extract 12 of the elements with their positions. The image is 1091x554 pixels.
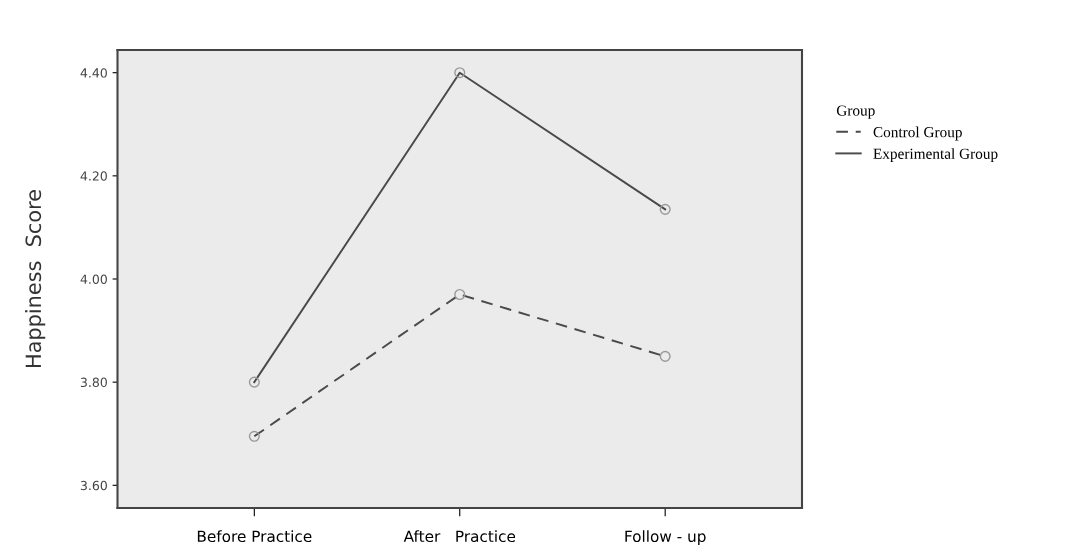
- y-tick-label: 3.80: [80, 377, 107, 388]
- legend-title: Group: [836, 105, 875, 119]
- y-tick-label: 3.60: [80, 480, 107, 491]
- y-axis-title: Happiness Score: [25, 190, 46, 367]
- x-tick-label: After Practice: [403, 530, 516, 543]
- x-tick-label: Follow - up: [625, 530, 706, 546]
- legend-label: Experimental Group: [873, 148, 998, 162]
- y-tick-label: 4.20: [80, 171, 107, 181]
- y-tick-label: 4.00: [80, 274, 107, 284]
- legend-label: Control Group: [873, 126, 962, 141]
- y-tick-label: 4.40: [80, 68, 107, 78]
- x-tick-label: Before Practice: [197, 530, 312, 543]
